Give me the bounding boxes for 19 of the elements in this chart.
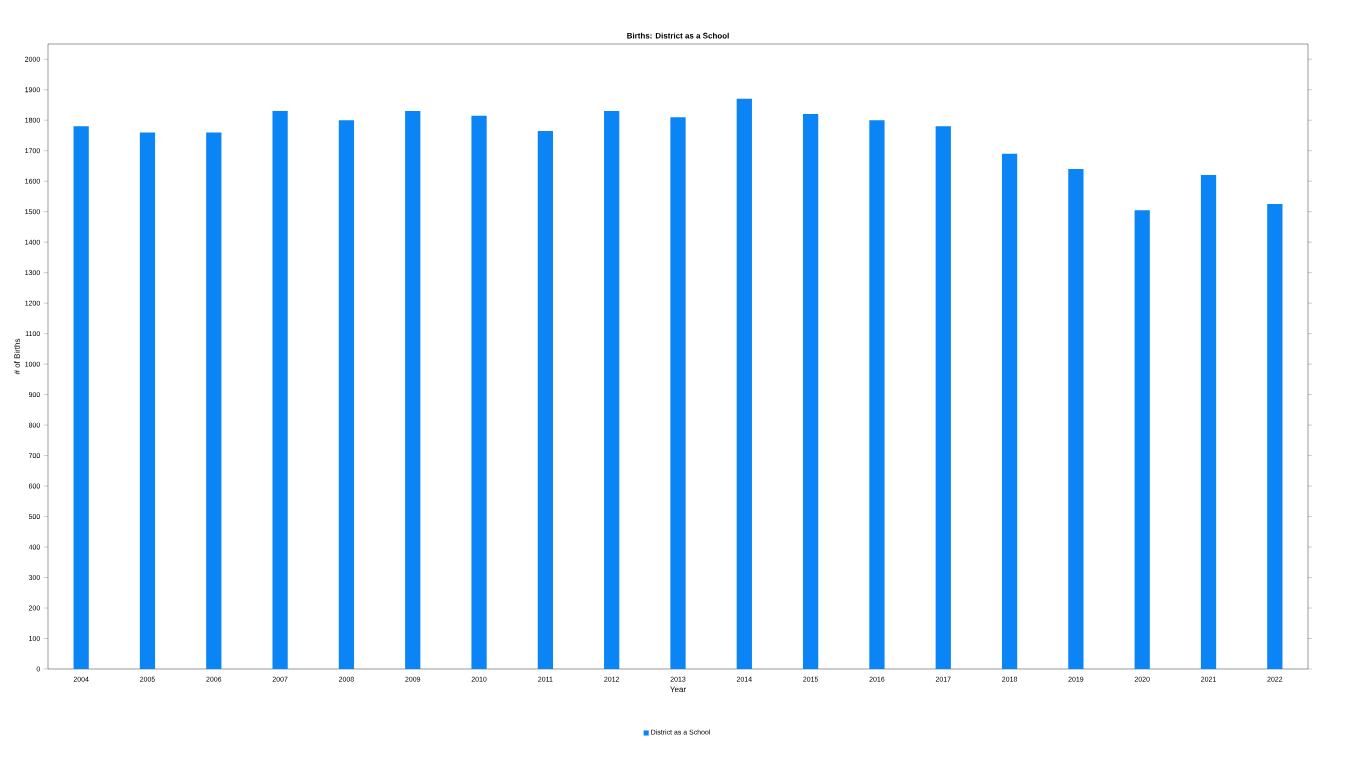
- bar: [272, 111, 288, 669]
- bar: [604, 111, 620, 669]
- bar: [471, 115, 487, 669]
- bar: [869, 120, 885, 669]
- bar: [405, 111, 421, 669]
- bar: [1200, 175, 1217, 669]
- bar: [338, 120, 355, 669]
- bar: [537, 130, 553, 669]
- bar: [139, 132, 156, 669]
- bar: [1134, 210, 1150, 669]
- bar: [935, 126, 951, 669]
- bar: [206, 132, 222, 669]
- bar: [73, 126, 89, 669]
- bar: [736, 98, 752, 669]
- bar: [1001, 153, 1018, 669]
- bar: [1068, 169, 1084, 669]
- bar: [1267, 204, 1283, 669]
- bar: [803, 114, 819, 669]
- bar: [670, 117, 686, 669]
